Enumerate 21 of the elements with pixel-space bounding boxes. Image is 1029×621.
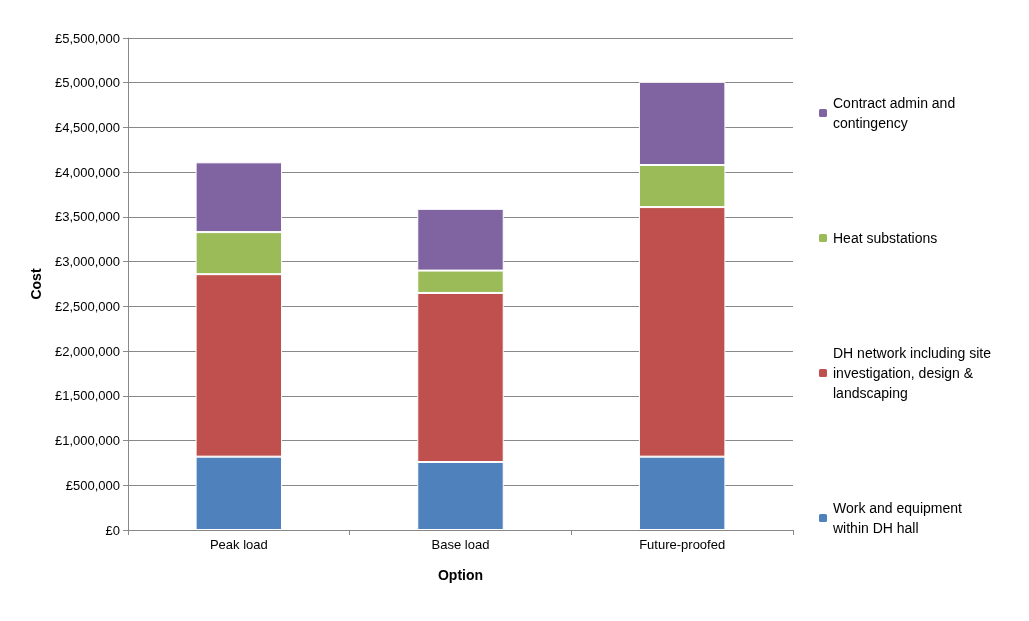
y-tick-label: £5,000,000 [54,75,120,91]
y-tick-label: £4,500,000 [54,119,120,135]
x-tick-label: Peak load [209,537,268,552]
y-tick-label: £5,500,000 [54,30,120,46]
y-axis-title: Cost [28,268,44,300]
y-tick-label: £2,000,000 [54,343,120,359]
x-tick-label: Base load [431,537,490,552]
y-tick-label: £3,500,000 [54,209,120,225]
y-tick-label: £1,000,000 [54,433,120,449]
y-tick-label: £0 [105,522,120,538]
x-tick-label: Future-proofed [639,537,726,552]
legend-label: Work and equipment within DH hall [832,500,966,536]
legend-label: Contract admin and contingency [833,95,960,131]
y-tick-label: £3,000,000 [54,254,120,270]
legend-label: DH network including site investigation, design & landscaping [833,345,995,401]
x-axis-title: Option [437,567,484,583]
y-tick-label: £500,000 [65,477,120,493]
legend-label: Heat substations [833,230,938,246]
y-tick-label: £4,000,000 [54,164,120,180]
y-tick-label: £2,500,000 [54,298,120,314]
y-tick-label: £1,500,000 [54,388,120,404]
